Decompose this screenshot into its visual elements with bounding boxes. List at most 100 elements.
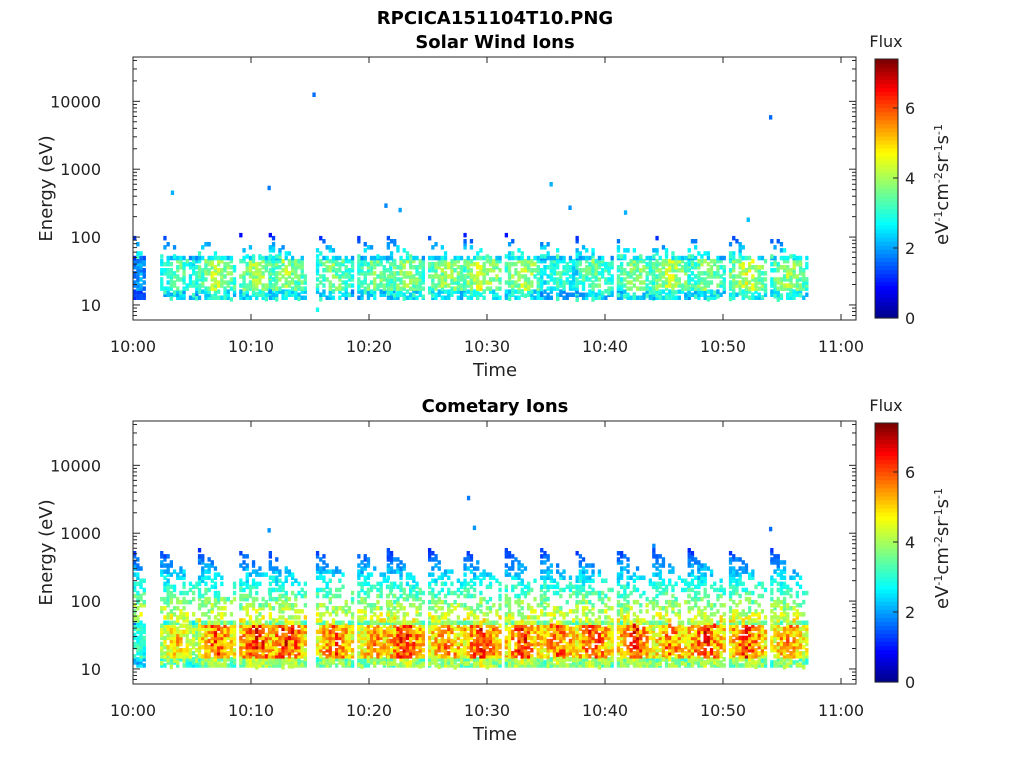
heatmap-cell bbox=[271, 623, 276, 628]
heatmap-cell bbox=[251, 277, 256, 282]
heatmap-cell bbox=[360, 620, 364, 625]
heatmap-cell bbox=[303, 590, 307, 596]
heatmap-cell bbox=[328, 286, 332, 291]
heatmap-cell bbox=[507, 603, 512, 608]
heatmap-cell bbox=[195, 271, 199, 276]
heatmap-cell bbox=[291, 657, 295, 662]
heatmap-cell bbox=[588, 261, 592, 267]
heatmap-cell bbox=[373, 663, 377, 668]
heatmap-cell bbox=[261, 623, 265, 628]
heatmap-cell bbox=[268, 248, 272, 253]
heatmap-cell bbox=[492, 660, 496, 665]
heatmap-cell bbox=[523, 615, 528, 620]
heatmap-cell bbox=[360, 609, 364, 614]
heatmap-cell bbox=[520, 663, 524, 668]
heatmap-cell bbox=[393, 581, 397, 587]
heatmap-cell bbox=[207, 657, 211, 662]
heatmap-cell bbox=[418, 664, 422, 669]
heatmap-cell bbox=[709, 268, 714, 273]
heatmap-cell bbox=[527, 635, 531, 641]
heatmap-cell bbox=[562, 255, 566, 261]
heatmap-cell bbox=[264, 620, 268, 625]
heatmap-cell bbox=[616, 280, 621, 285]
heatmap-cell bbox=[418, 641, 422, 647]
heatmap-cell bbox=[204, 626, 208, 632]
heatmap-cell bbox=[482, 618, 486, 623]
heatmap-cell bbox=[511, 663, 515, 668]
heatmap-cell bbox=[527, 660, 531, 665]
heatmap-cell bbox=[511, 635, 515, 641]
heatmap-cell bbox=[201, 569, 205, 574]
heatmap-cell bbox=[331, 632, 336, 638]
heatmap-cell bbox=[192, 590, 196, 596]
heatmap-cell bbox=[261, 283, 265, 288]
heatmap-cell bbox=[437, 632, 441, 638]
heatmap-cell bbox=[428, 638, 432, 644]
heatmap-cell bbox=[405, 632, 410, 638]
heatmap-cell bbox=[520, 648, 524, 653]
heatmap-cell bbox=[601, 268, 605, 273]
heatmap-cell bbox=[456, 644, 460, 650]
heatmap-cell bbox=[188, 265, 193, 270]
heatmap-cell bbox=[572, 268, 576, 273]
heatmap-cell bbox=[166, 658, 170, 663]
heatmap-cell bbox=[443, 648, 448, 653]
heatmap-cell bbox=[389, 654, 394, 659]
heatmap-cell bbox=[623, 248, 627, 253]
heatmap-cell bbox=[757, 277, 761, 282]
heatmap-cell bbox=[530, 635, 534, 641]
heatmap-cell bbox=[284, 620, 288, 625]
heatmap-cell bbox=[504, 569, 508, 574]
heatmap-cell bbox=[664, 254, 669, 259]
heatmap-cell bbox=[694, 265, 698, 270]
heatmap-cell bbox=[728, 271, 733, 276]
heatmap-cell bbox=[169, 629, 173, 635]
heatmap-cell bbox=[335, 657, 339, 662]
heatmap-cell bbox=[232, 596, 237, 602]
heatmap-cell bbox=[453, 654, 457, 659]
heatmap-cell bbox=[466, 255, 470, 261]
heatmap-cell bbox=[275, 623, 279, 628]
heatmap-cell bbox=[341, 292, 345, 297]
heatmap-cell bbox=[421, 661, 425, 667]
heatmap-cell bbox=[527, 626, 531, 632]
heatmap-cell bbox=[485, 606, 489, 611]
heatmap-cell bbox=[409, 274, 413, 279]
heatmap-cell bbox=[322, 578, 326, 583]
heatmap-cell bbox=[694, 289, 698, 294]
heatmap-cell bbox=[527, 632, 531, 638]
heatmap-cell bbox=[421, 629, 425, 635]
heatmap-cell bbox=[207, 632, 211, 638]
heatmap-cell bbox=[213, 596, 218, 602]
heatmap-cell bbox=[341, 620, 345, 625]
heatmap-cell bbox=[779, 265, 784, 270]
heatmap-cell bbox=[703, 289, 707, 294]
heatmap-cell bbox=[674, 295, 678, 300]
heatmap-cell bbox=[255, 280, 259, 285]
heatmap-cell bbox=[217, 590, 221, 596]
heatmap-cell bbox=[536, 635, 540, 641]
heatmap-cell bbox=[409, 590, 413, 596]
heatmap-cell bbox=[498, 581, 502, 587]
heatmap-cell bbox=[188, 599, 193, 605]
heatmap-cell bbox=[664, 258, 669, 264]
heatmap-cell bbox=[488, 575, 493, 580]
heatmap-cell bbox=[389, 641, 394, 647]
heatmap-cell bbox=[255, 283, 259, 288]
heatmap-cell bbox=[195, 289, 199, 294]
heatmap-cell bbox=[251, 283, 256, 288]
heatmap-cell bbox=[575, 251, 579, 256]
heatmap-cell bbox=[456, 271, 460, 276]
heatmap-cell bbox=[431, 286, 435, 291]
heatmap-cell bbox=[169, 599, 173, 605]
heatmap-cell bbox=[291, 572, 295, 577]
heatmap-cell bbox=[325, 638, 329, 644]
heatmap-cell bbox=[204, 663, 208, 668]
heatmap-cell bbox=[440, 271, 444, 276]
heatmap-cell bbox=[466, 620, 470, 625]
heatmap-cell bbox=[229, 258, 234, 264]
heatmap-cell bbox=[459, 620, 464, 625]
heatmap-cell bbox=[697, 251, 701, 256]
heatmap-cell bbox=[543, 606, 547, 611]
